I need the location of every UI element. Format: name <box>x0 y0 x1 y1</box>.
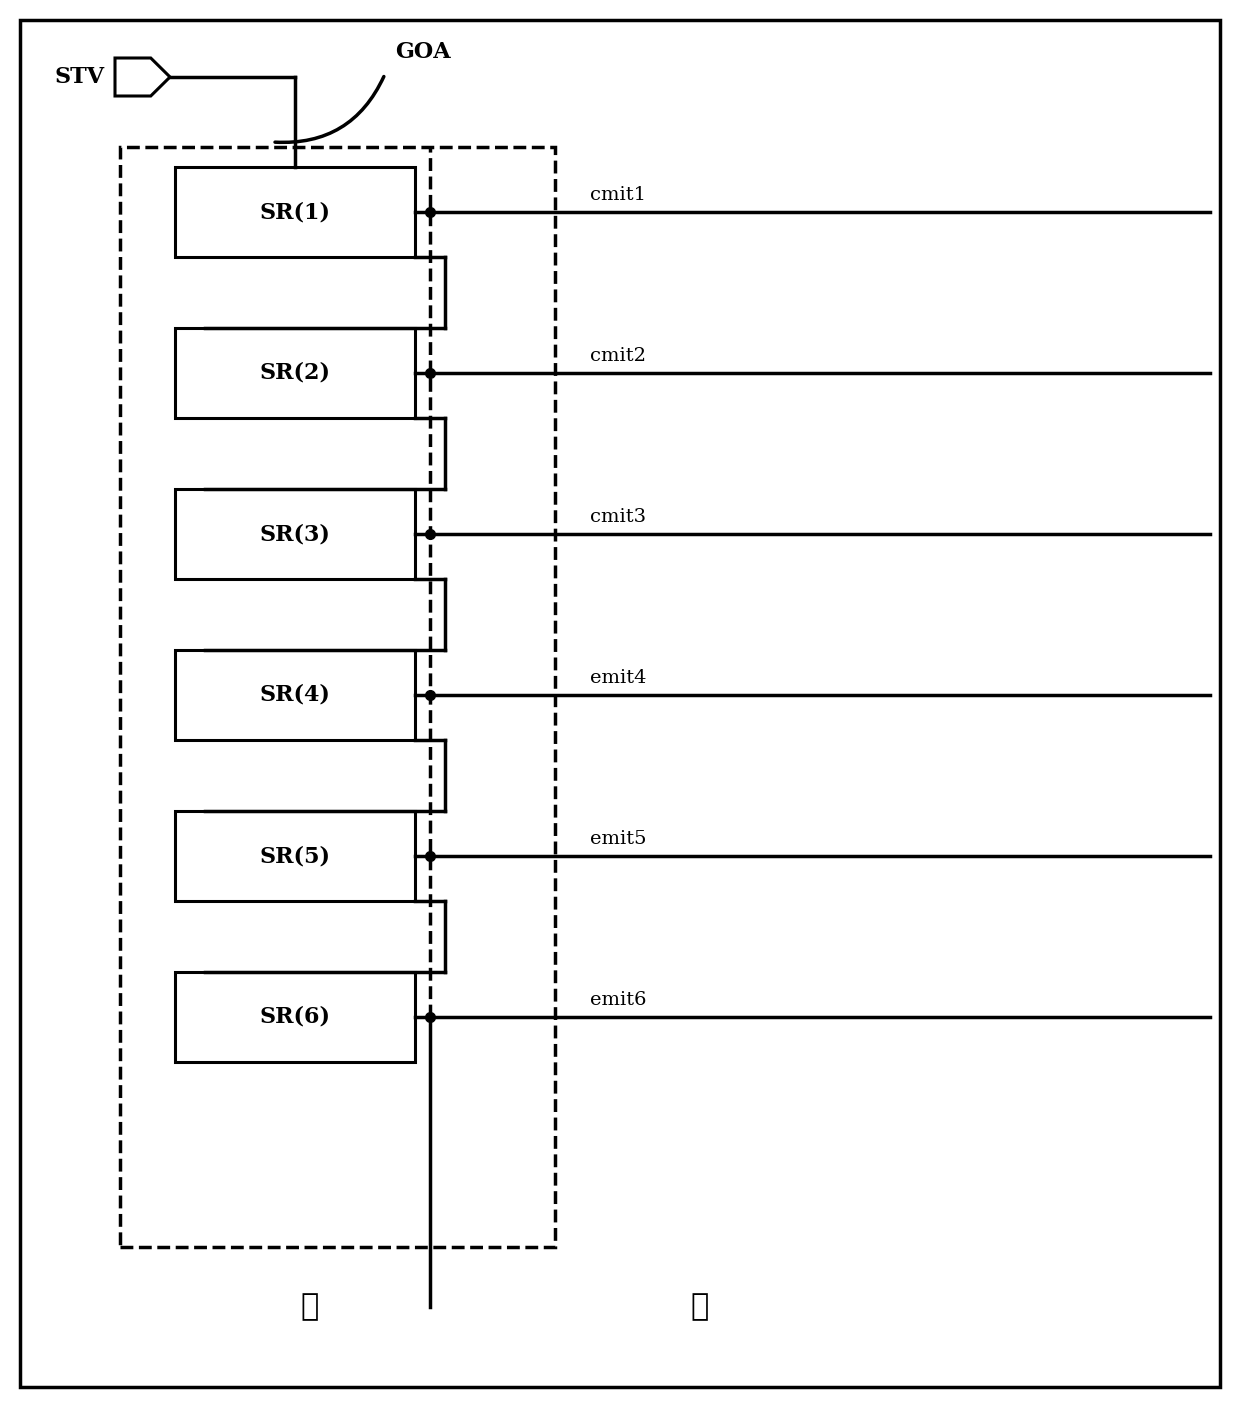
Text: SR(3): SR(3) <box>259 523 330 545</box>
FancyArrowPatch shape <box>275 76 384 142</box>
Text: SR(5): SR(5) <box>259 846 331 867</box>
Text: emit5: emit5 <box>590 830 646 848</box>
Text: cmit3: cmit3 <box>590 508 646 526</box>
Text: SR(6): SR(6) <box>259 1006 331 1029</box>
Text: emit6: emit6 <box>590 991 646 1009</box>
Bar <box>175 650 415 740</box>
Text: SR(2): SR(2) <box>259 362 331 384</box>
Bar <box>175 810 415 900</box>
Text: cmit1: cmit1 <box>590 186 646 204</box>
Text: emit4: emit4 <box>590 668 646 687</box>
Text: ⋮: ⋮ <box>691 1292 709 1323</box>
Text: SR(4): SR(4) <box>259 684 330 706</box>
Text: GOA: GOA <box>396 41 450 63</box>
Text: cmit2: cmit2 <box>590 348 646 364</box>
Bar <box>175 328 415 418</box>
Bar <box>175 490 415 580</box>
Bar <box>120 146 556 1247</box>
Polygon shape <box>115 58 170 96</box>
Text: ⋮: ⋮ <box>301 1292 319 1323</box>
Text: SR(1): SR(1) <box>259 201 331 222</box>
Bar <box>175 167 415 257</box>
Text: STV: STV <box>55 66 105 89</box>
Bar <box>175 972 415 1062</box>
